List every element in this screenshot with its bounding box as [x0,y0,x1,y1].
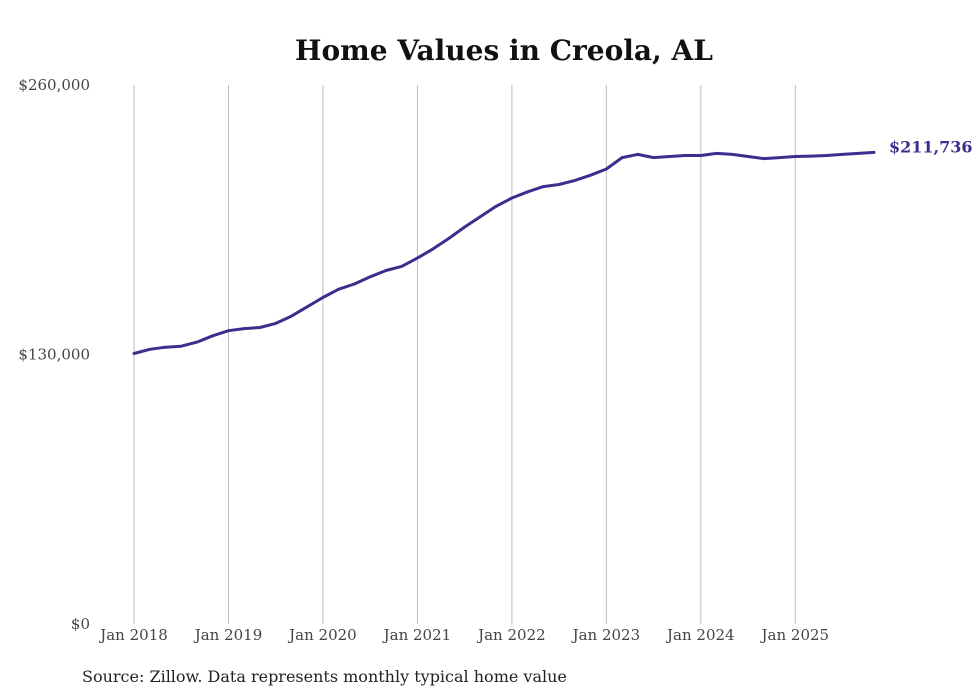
y-axis-ticks: $0 $130,000 $260,000 [18,76,90,633]
x-axis-ticks: Jan 2018 Jan 2019 Jan 2020 Jan 2021 Jan 2022… [98,626,829,644]
x-tick-label: Jan 2024 [665,626,735,644]
y-tick-label: $260,000 [18,76,90,94]
chart-title: Home Values in Creola, AL [295,34,713,67]
x-tick-label: Jan 2019 [193,626,263,644]
y-tick-label: $130,000 [18,346,90,364]
series-line [132,150,876,355]
y-tick-label: $0 [71,615,90,633]
x-tick-label: Jan 2025 [760,626,830,644]
x-tick-label: Jan 2022 [476,626,546,644]
gridlines [133,85,796,624]
source-note: Source: Zillow. Data represents monthly … [82,667,567,686]
x-tick-label: Jan 2018 [98,626,168,644]
x-tick-label: Jan 2021 [382,626,452,644]
x-tick-label: Jan 2023 [571,626,641,644]
x-tick-label: Jan 2020 [287,626,357,644]
end-value-label: $211,736 [889,137,973,156]
